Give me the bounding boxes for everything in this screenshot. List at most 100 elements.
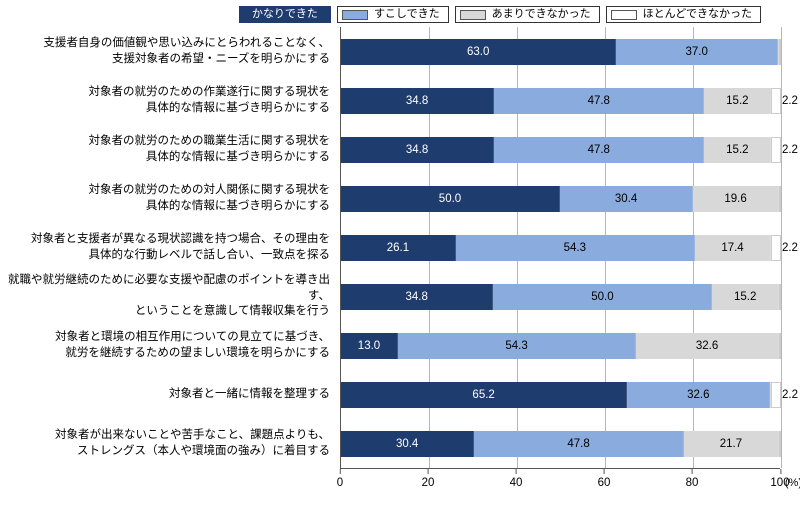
bar-value-label: 32.6 bbox=[687, 389, 709, 401]
category-label: 対象者と支援者が異なる現状認識を持つ場合、その理由を具体的な行動レベルで話し合い… bbox=[0, 223, 340, 272]
category-label: 対象者と環境の相互作用についての見立てに基づき、就労を継続するための望ましい環境… bbox=[0, 321, 340, 370]
bar-value-label: 32.6 bbox=[696, 340, 718, 352]
bar-segment: 26.1 bbox=[341, 235, 456, 261]
bar-segment: 15.2 bbox=[704, 88, 771, 114]
bar-value-label: 30.4 bbox=[396, 438, 418, 450]
category-label-line: 具体的な情報に基づき明らかにする bbox=[146, 101, 330, 117]
bar-segment: 17.4 bbox=[695, 235, 772, 261]
x-axis-tick-label: 20 bbox=[422, 477, 435, 489]
bar-segment: 63.0 bbox=[341, 39, 616, 65]
bar-value-label: 26.1 bbox=[387, 242, 409, 254]
x-axis-tick: 60 bbox=[598, 469, 611, 489]
category-label: 対象者の就労のための作業遂行に関する現状を具体的な情報に基づき明らかにする bbox=[0, 76, 340, 125]
legend-swatch bbox=[460, 10, 486, 20]
bar-segment bbox=[779, 284, 781, 310]
bar-value-label: 47.8 bbox=[567, 438, 589, 450]
legend-item: あまりできなかった bbox=[455, 6, 600, 23]
legend: かなりできた すこしできた あまりできなかった ほとんどできなかった bbox=[200, 6, 800, 23]
stacked-bar: 50.0 30.4 19.6 bbox=[341, 186, 781, 212]
category-label-line: 具体的な情報に基づき明らかにする bbox=[146, 199, 330, 215]
stacked-bar: 34.8 47.8 15.2 2.2 bbox=[341, 88, 781, 114]
bar-row: 34.8 47.8 15.2 2.2 bbox=[341, 125, 781, 174]
bar-value-label: 17.4 bbox=[721, 242, 743, 254]
bar-segment: 34.8 bbox=[341, 88, 494, 114]
legend-label: すこしできた bbox=[374, 8, 440, 21]
bar-row: 63.0 37.0 bbox=[341, 27, 781, 76]
bar-value-label: 34.8 bbox=[406, 144, 428, 156]
stacked-bar: 34.8 50.0 15.2 bbox=[341, 284, 781, 310]
legend-label: あまりできなかった bbox=[492, 8, 591, 21]
bar-value-label: 47.8 bbox=[588, 144, 610, 156]
category-label-line: ストレングス（本人や環境面の強み）に着目する bbox=[77, 444, 330, 460]
bar-segment: 19.6 bbox=[693, 186, 779, 212]
bar-segment bbox=[779, 186, 781, 212]
bar-value-label: 21.7 bbox=[720, 438, 742, 450]
bars-column: 63.0 37.0 34.8 47.8 15.2 2.2 34.8 47.8 15.2 2.2 50… bbox=[340, 27, 781, 468]
bar-value-label: 19.6 bbox=[724, 193, 746, 205]
category-labels-column: 支援者自身の価値観や思い込みにとらわれることなく、支援対象者の希望・ニーズを明ら… bbox=[0, 27, 340, 468]
bar-value-label: 54.3 bbox=[505, 340, 527, 352]
bar-value-label: 2.2 bbox=[782, 144, 798, 156]
bar-segment: 21.7 bbox=[684, 431, 779, 457]
stacked-bar: 30.4 47.8 21.7 bbox=[341, 431, 781, 457]
bar-value-label: 15.2 bbox=[734, 291, 756, 303]
bar-segment: 32.6 bbox=[636, 333, 779, 359]
bar-segment bbox=[779, 333, 781, 359]
legend-label: かなりできた bbox=[252, 8, 318, 21]
x-axis-tick: 40 bbox=[510, 469, 523, 489]
stacked-bar: 65.232.62.2 bbox=[341, 382, 781, 408]
x-axis-tick: 0 bbox=[337, 469, 343, 489]
bar-segment: 32.6 bbox=[627, 382, 770, 408]
x-axis-tick-label: 40 bbox=[510, 477, 523, 489]
bar-row: 13.0 54.3 32.6 bbox=[341, 321, 781, 370]
bar-segment: 47.8 bbox=[494, 137, 704, 163]
category-label: 対象者の就労のための職業生活に関する現状を具体的な情報に基づき明らかにする bbox=[0, 125, 340, 174]
category-label: 対象者の就労のための対人関係に関する現状を具体的な情報に基づき明らかにする bbox=[0, 174, 340, 223]
bar-segment: 54.3 bbox=[456, 235, 695, 261]
category-label: 対象者と一緒に情報を整理する bbox=[0, 370, 340, 419]
category-label-line: 対象者と一緒に情報を整理する bbox=[169, 387, 330, 403]
bar-value-label: 15.2 bbox=[726, 144, 748, 156]
bar-segment: 2.2 bbox=[771, 137, 781, 163]
bar-segment: 47.8 bbox=[494, 88, 704, 114]
bar-segment: 15.2 bbox=[704, 137, 771, 163]
bar-row: 65.232.62.2 bbox=[341, 370, 781, 419]
bar-value-label: 37.0 bbox=[685, 46, 707, 58]
category-label-line: 支援対象者の希望・ニーズを明らかにする bbox=[112, 52, 330, 68]
category-label-line: 対象者の就労のための職業生活に関する現状を bbox=[89, 134, 331, 150]
bar-value-label: 15.2 bbox=[726, 95, 748, 107]
bar-value-label: 34.8 bbox=[406, 291, 428, 303]
legend-swatch bbox=[342, 10, 368, 20]
category-label-line: 対象者の就労のための対人関係に関する現状を bbox=[89, 183, 331, 199]
bar-segment: 13.0 bbox=[341, 333, 398, 359]
bar-value-label: 30.4 bbox=[615, 193, 637, 205]
x-axis: (%) 020406080100 bbox=[340, 468, 780, 497]
plot-area: 支援者自身の価値観や思い込みにとらわれることなく、支援対象者の希望・ニーズを明ら… bbox=[0, 27, 800, 468]
category-label-line: ということを意識して情報収集を行う bbox=[135, 304, 330, 320]
bar-segment: 54.3 bbox=[398, 333, 636, 359]
bar-value-label: 54.3 bbox=[564, 242, 586, 254]
bar-segment: 15.2 bbox=[712, 284, 779, 310]
legend-item: かなりできた bbox=[239, 6, 331, 23]
legend-item: ほとんどできなかった bbox=[606, 6, 761, 23]
category-label-line: 対象者が出来ないことや苦手なこと、課題点よりも、 bbox=[55, 428, 330, 444]
bar-segment bbox=[779, 431, 781, 457]
x-axis-tick: 100 bbox=[770, 469, 789, 489]
category-label-line: 対象者の就労のための作業遂行に関する現状を bbox=[89, 85, 331, 101]
x-axis-tick: 20 bbox=[422, 469, 435, 489]
bar-segment: 2.2 bbox=[771, 88, 781, 114]
x-axis-tick-label: 0 bbox=[337, 477, 343, 489]
bar-value-label: 50.0 bbox=[439, 193, 461, 205]
bar-value-label: 2.2 bbox=[782, 95, 798, 107]
category-label-line: 具体的な行動レベルで話し合い、一致点を探る bbox=[89, 248, 331, 264]
category-label: 就職や就労継続のために必要な支援や配慮のポイントを導き出す、ということを意識して… bbox=[0, 272, 340, 321]
bar-value-label: 2.2 bbox=[782, 389, 798, 401]
x-axis-tick: 80 bbox=[686, 469, 699, 489]
bar-segment: 50.0 bbox=[493, 284, 712, 310]
x-axis-tick-label: 100 bbox=[770, 477, 789, 489]
category-label-line: 対象者と支援者が異なる現状認識を持つ場合、その理由を bbox=[31, 232, 330, 248]
bar-value-label: 34.8 bbox=[406, 95, 428, 107]
bar-value-label: 47.8 bbox=[588, 95, 610, 107]
bar-segment: 34.8 bbox=[341, 137, 494, 163]
category-label-line: 具体的な情報に基づき明らかにする bbox=[146, 150, 330, 166]
